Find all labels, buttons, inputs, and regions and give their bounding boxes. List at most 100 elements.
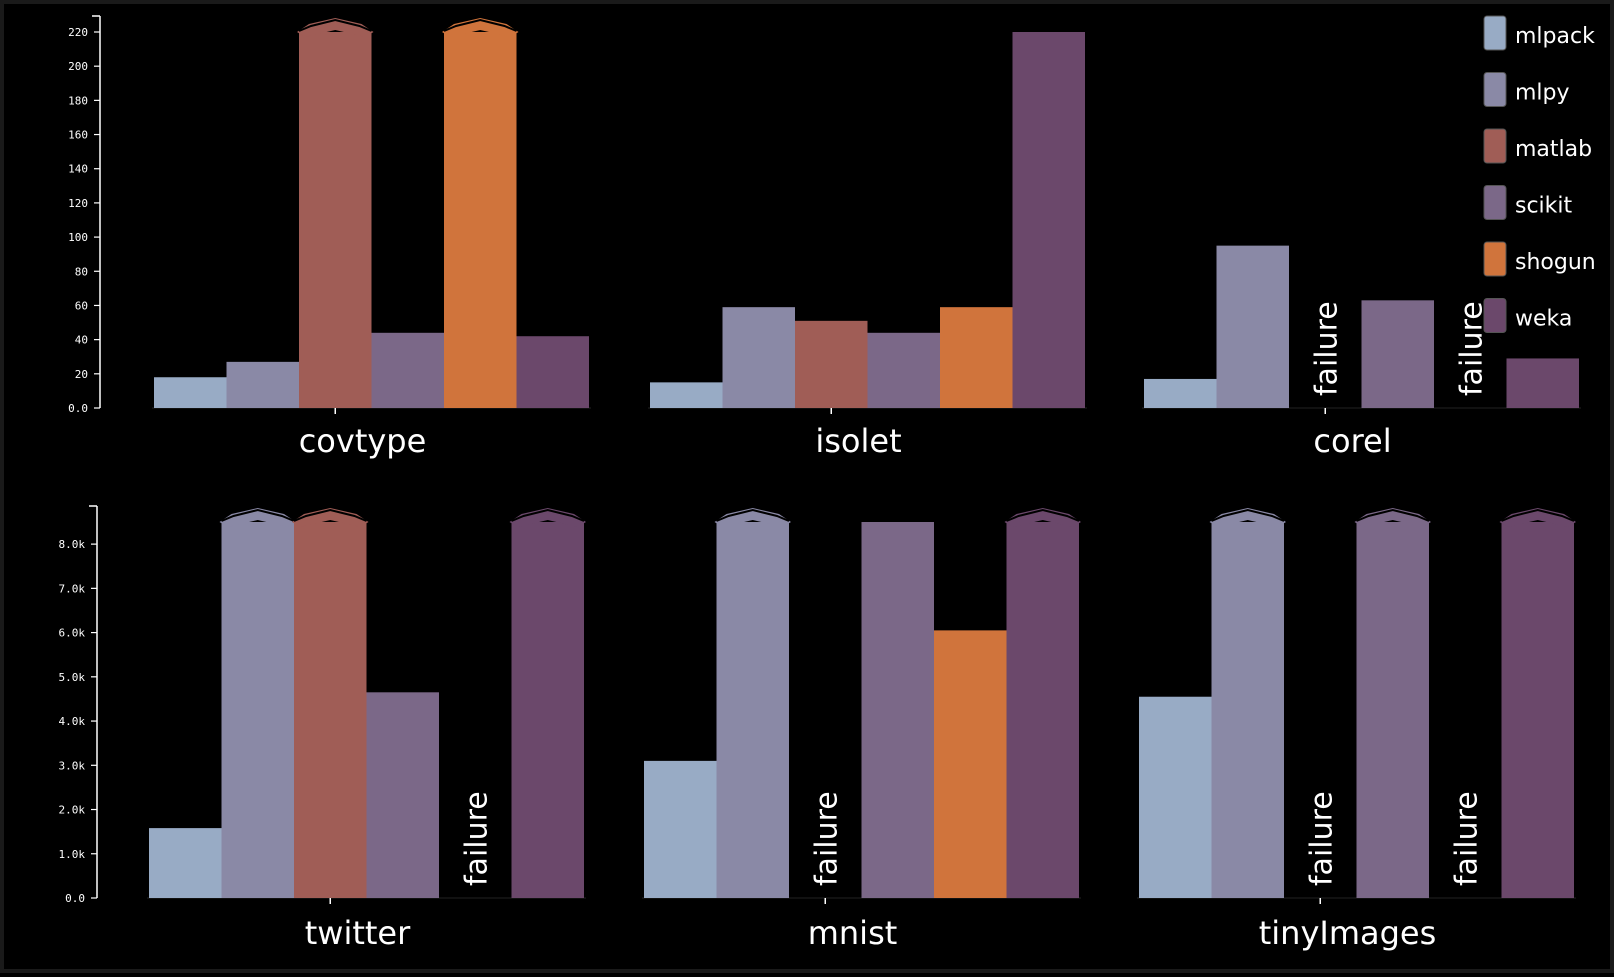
y-tick-label: 0.0: [65, 892, 85, 905]
bar-weka: [1012, 32, 1085, 408]
legend-swatch-mlpy: [1483, 72, 1507, 107]
bar-mlpy: [221, 522, 294, 898]
legend-swatch-matlab: [1483, 128, 1507, 164]
y-tick-label: 60: [75, 299, 88, 312]
bar-shogun: [940, 307, 1013, 408]
failure-label: failure: [1309, 301, 1344, 396]
legend-label-shogun: shogun: [1515, 250, 1596, 275]
bar-shogun: [444, 32, 517, 408]
bar-scikit: [366, 692, 439, 898]
bar-matlab: [299, 32, 372, 408]
group-tinyImages: failure failure tinyImages: [1137, 508, 1576, 952]
group-label-corel: corel: [1313, 422, 1391, 460]
y-tick-label: 220: [68, 26, 88, 39]
bar-mlpack: [1144, 378, 1217, 408]
legend-swatch-weka: [1483, 298, 1507, 333]
y-tick-label: 5.0k: [59, 671, 86, 684]
legend-label-mlpack: mlpack: [1515, 24, 1595, 49]
legend-swatch-shogun: [1483, 241, 1507, 277]
failure-label: failure: [1449, 791, 1484, 886]
group-twitter: failure twitter: [147, 508, 586, 952]
y-tick-label: 20: [75, 368, 88, 381]
overflow-marker-outline: [1211, 508, 1285, 522]
y-tick-label: 140: [68, 163, 88, 176]
overflow-marker: [292, 508, 369, 527]
overflow-marker: [509, 508, 586, 527]
y-tick-label: 80: [75, 265, 88, 278]
group-covtype: covtype: [152, 18, 591, 460]
overflow-marker-outline: [298, 18, 372, 32]
overflow-marker-outline: [293, 508, 367, 522]
bar-mlpack: [650, 382, 723, 408]
failure-label: failure: [809, 791, 844, 886]
overflow-marker: [297, 18, 374, 37]
failure-label: failure: [1454, 301, 1489, 396]
failure-label: failure: [459, 791, 494, 886]
y-tick-label: 2.0k: [59, 804, 86, 817]
overflow-marker-outline: [1356, 508, 1430, 522]
legend-label-scikit: scikit: [1515, 194, 1573, 219]
bar-weka: [511, 522, 584, 898]
chart-panel-2: 0.0 1.0k 2.0k 3.0k 4.0k 5.0k 6.0k 7.0k 8.0k failu…: [59, 505, 1576, 952]
group-label-tinyImages: tinyImages: [1259, 914, 1437, 952]
bar-mlpack: [1139, 696, 1212, 898]
bar-weka: [1006, 522, 1079, 898]
bar-mlpy: [1211, 522, 1284, 898]
bar-shogun: [934, 630, 1007, 898]
y-tick-label: 100: [68, 231, 88, 244]
y-tick-label: 6.0k: [59, 627, 86, 640]
failure-label: failure: [1304, 791, 1339, 886]
overflow-marker-outline: [1006, 508, 1080, 522]
y-tick-label: 1.0k: [59, 848, 86, 861]
overflow-marker: [714, 508, 791, 527]
bar-weka: [516, 336, 589, 408]
group-mnist: failure mnist: [642, 508, 1081, 952]
overflow-marker: [1004, 508, 1081, 527]
bar-mlpy: [226, 361, 299, 408]
legend-label-matlab: matlab: [1515, 137, 1592, 162]
bar-mlpack: [149, 828, 222, 898]
bar-weka: [1506, 358, 1579, 408]
chart-panel-1: 0.0 20 40 60 80 100 120 140 160 180 200 220 covtype i…: [68, 15, 1581, 460]
bar-mlpy: [1216, 245, 1289, 408]
bar-scikit: [867, 332, 940, 408]
y-tick-label: 3.0k: [59, 759, 86, 772]
y-tick-label: 120: [68, 197, 88, 210]
overflow-marker-outline: [716, 508, 790, 522]
y-tick-label: 0.0: [68, 402, 88, 415]
overflow-marker: [1209, 508, 1286, 527]
group-label-covtype: covtype: [299, 422, 427, 460]
y-tick-label: 4.0k: [59, 715, 86, 728]
y-tick-label: 180: [68, 94, 88, 107]
y-tick-label: 40: [75, 334, 88, 347]
group-label-mnist: mnist: [808, 914, 898, 952]
bar-mlpy: [716, 522, 789, 898]
group-isolet: isolet: [648, 32, 1087, 460]
benchmark-chart: 0.0 20 40 60 80 100 120 140 160 180 200 220 covtype i…: [59, 15, 1596, 952]
bar-matlab: [294, 522, 367, 898]
group-label-twitter: twitter: [305, 914, 411, 952]
overflow-marker: [219, 508, 296, 527]
legend-label-weka: weka: [1515, 307, 1572, 332]
overflow-marker-outline: [511, 508, 585, 522]
bar-scikit: [371, 332, 444, 408]
overflow-marker-outline: [443, 18, 517, 32]
overflow-marker-outline: [1501, 508, 1575, 522]
y-tick-label: 200: [68, 60, 88, 73]
bar-scikit: [1356, 522, 1429, 898]
legend-swatch-scikit: [1483, 185, 1507, 220]
legend-label-mlpy: mlpy: [1515, 81, 1570, 106]
y-tick-label: 8.0k: [59, 538, 86, 551]
overflow-marker: [1354, 508, 1431, 527]
bar-scikit: [861, 522, 934, 898]
bar-weka: [1501, 522, 1574, 898]
group-corel: failure failure corel: [1142, 245, 1581, 460]
legend: mlpack mlpy matlab scikit shogun weka: [1483, 15, 1596, 333]
bar-mlpack: [154, 377, 227, 408]
bar-scikit: [1361, 300, 1434, 408]
bar-mlpack: [644, 760, 717, 898]
bar-mlpy: [722, 307, 795, 408]
overflow-marker: [1499, 508, 1576, 527]
bar-matlab: [795, 320, 868, 408]
